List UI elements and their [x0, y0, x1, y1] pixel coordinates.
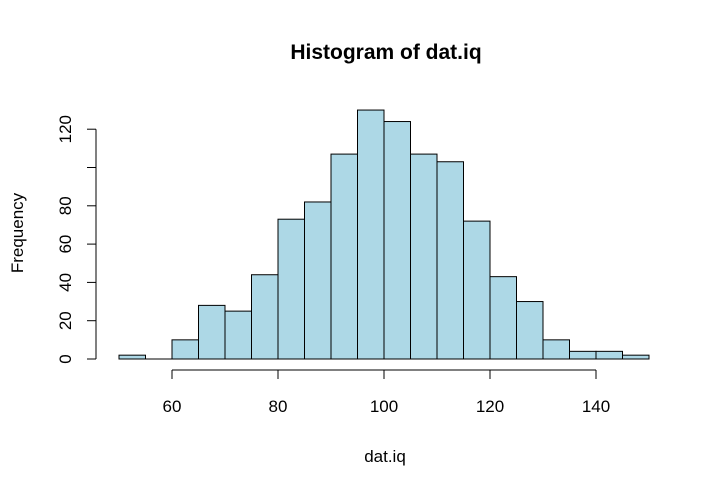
y-tick-label: 120 — [56, 115, 75, 143]
x-tick-label: 80 — [269, 397, 288, 416]
bars-group — [118, 109, 650, 360]
x-tick-label: 60 — [163, 397, 182, 416]
histogram-bar — [569, 350, 597, 360]
histogram-bar — [224, 310, 252, 360]
histogram-bar — [277, 218, 305, 360]
y-axis-label: Frequency — [8, 192, 27, 273]
histogram-bar — [171, 339, 199, 360]
histogram-bar — [118, 354, 146, 360]
x-tick-label: 120 — [476, 397, 504, 416]
histogram-bar — [198, 304, 226, 360]
y-tick-label: 60 — [56, 235, 75, 254]
x-axis-label: dat.iq — [364, 447, 406, 466]
histogram-bar — [622, 354, 650, 360]
histogram-bar — [357, 109, 385, 360]
y-tick-label: 80 — [56, 196, 75, 215]
histogram-bar — [595, 350, 623, 360]
histogram-bar — [330, 153, 358, 360]
y-tick-label: 40 — [56, 273, 75, 292]
x-tick-label: 140 — [582, 397, 610, 416]
histogram-bar — [463, 220, 491, 360]
y-tick-label: 20 — [56, 311, 75, 330]
histogram-bar — [304, 201, 332, 360]
x-axis: 60 80 100 120 140 — [163, 369, 610, 416]
histogram-bar — [410, 153, 438, 360]
histogram-bar — [436, 161, 464, 360]
histogram-bar — [489, 276, 517, 360]
histogram-bar — [542, 339, 570, 360]
y-tick-label: 0 — [56, 354, 75, 363]
chart-title: Histogram of dat.iq — [290, 41, 481, 64]
histogram-bar — [383, 121, 411, 360]
histogram-bar — [516, 301, 544, 360]
histogram-bar — [251, 274, 279, 360]
y-axis: 0 20 40 60 80 120 — [56, 115, 97, 364]
x-tick-label: 100 — [370, 397, 398, 416]
